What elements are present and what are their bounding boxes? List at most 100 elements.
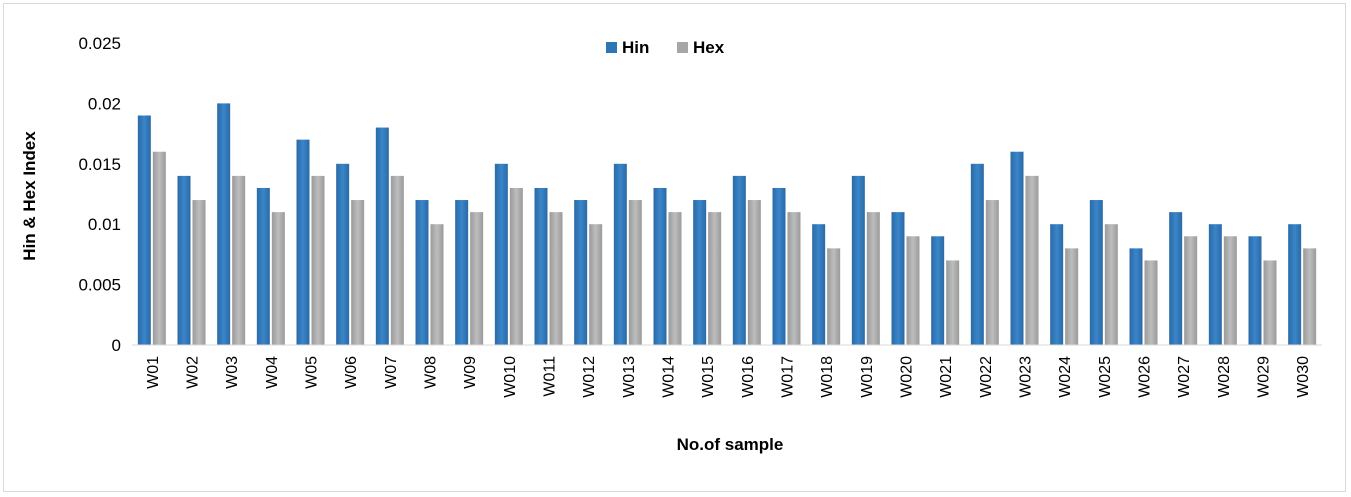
bar-hex-w012 <box>589 224 603 345</box>
y-tick-label: 0 <box>112 336 121 355</box>
bar-hex-w029 <box>1263 260 1277 345</box>
bar-hex-w017 <box>787 212 801 345</box>
x-axis-title: No.of sample <box>677 435 784 454</box>
bar-hex-w019 <box>866 212 880 345</box>
x-tick-label: W019 <box>859 356 876 398</box>
bars <box>137 103 1317 346</box>
bar-hex-w026 <box>1144 260 1158 345</box>
bar-hex-w020 <box>906 236 920 345</box>
x-tick-label: W02 <box>185 356 202 389</box>
bar-hin-w030 <box>1288 224 1302 345</box>
bar-hex-w027 <box>1184 236 1198 345</box>
bar-hin-w017 <box>772 187 786 345</box>
y-tick-label: 0.015 <box>78 155 121 174</box>
bar-hin-w012 <box>574 200 588 345</box>
bar-hin-w06 <box>336 163 350 345</box>
x-tick-label: W010 <box>502 356 519 398</box>
legend-swatch-hex <box>677 42 688 53</box>
y-tick-label: 0.005 <box>78 276 121 295</box>
bar-hin-w014 <box>653 187 667 345</box>
bar-hin-w05 <box>296 139 310 345</box>
bar-hin-w018 <box>812 224 826 345</box>
bar-hex-w015 <box>708 212 722 345</box>
x-tick-label: W06 <box>343 356 360 389</box>
bar-hin-w019 <box>851 175 865 345</box>
x-tick-label: W01 <box>145 356 162 389</box>
y-tick-label: 0.025 <box>78 34 121 53</box>
bar-hex-w030 <box>1303 248 1317 345</box>
x-tick-label: W024 <box>1057 356 1074 398</box>
x-tick-label: W029 <box>1256 356 1273 398</box>
bar-hin-w016 <box>732 175 746 345</box>
bar-hex-w02 <box>192 200 206 345</box>
bar-hin-w09 <box>455 200 469 345</box>
y-axis-ticks: 0 0.005 0.01 0.015 0.02 0.025 <box>78 34 121 355</box>
bar-hex-w011 <box>549 212 563 345</box>
x-tick-label: W04 <box>264 356 281 389</box>
bar-hin-w022 <box>970 163 984 345</box>
bar-chart: Hin Hex 0 0.005 0.01 0.015 0.02 0.025 W01 W02 W… <box>20 34 1322 454</box>
bar-hex-w014 <box>668 212 682 345</box>
bar-hex-w06 <box>351 200 365 345</box>
bar-hin-w01 <box>137 115 151 345</box>
bar-hex-w04 <box>271 212 285 345</box>
y-axis-title: Hin & Hex Index <box>20 131 39 261</box>
y-tick-label: 0.02 <box>88 94 121 113</box>
x-tick-label: W017 <box>780 356 797 398</box>
x-tick-label: W011 <box>542 356 559 397</box>
x-tick-label: W015 <box>700 356 717 398</box>
bar-hex-w05 <box>311 175 325 345</box>
chart-frame: Hin Hex 0 0.005 0.01 0.015 0.02 0.025 W01 W02 W… <box>3 3 1346 492</box>
x-tick-label: W012 <box>581 356 598 398</box>
bar-hin-w023 <box>1010 151 1024 345</box>
legend-swatch-hin <box>606 42 617 53</box>
x-tick-label: W030 <box>1295 356 1312 398</box>
bar-hex-w01 <box>152 151 166 345</box>
bar-hin-w020 <box>891 212 905 345</box>
bar-hex-w016 <box>747 200 761 345</box>
x-tick-label: W026 <box>1137 356 1154 398</box>
bar-hin-w010 <box>494 163 508 345</box>
bar-hin-w027 <box>1169 212 1183 345</box>
legend-label-hex: Hex <box>693 38 725 57</box>
bar-hex-w07 <box>390 175 404 345</box>
bar-hin-w07 <box>375 127 389 345</box>
x-tick-label: W03 <box>224 356 241 389</box>
x-tick-label: W027 <box>1176 356 1193 398</box>
bar-hin-w024 <box>1050 224 1064 345</box>
bar-hex-w025 <box>1104 224 1118 345</box>
x-tick-label: W08 <box>423 356 440 389</box>
bar-hin-w029 <box>1248 236 1262 345</box>
x-axis-ticks: W01 W02 W03 W04 W05 W06 W07 W08 W09 W010 W011 W012 W… <box>145 356 1312 398</box>
x-tick-label: W023 <box>1018 356 1035 398</box>
bar-hex-w03 <box>232 175 246 345</box>
x-tick-label: W013 <box>621 356 638 398</box>
bar-hin-w015 <box>693 200 707 345</box>
bar-hin-w03 <box>217 103 231 346</box>
legend: Hin Hex <box>606 38 725 57</box>
x-tick-label: W025 <box>1097 356 1114 398</box>
x-tick-label: W021 <box>938 356 955 398</box>
bar-hex-w013 <box>628 200 642 345</box>
bar-hex-w024 <box>1065 248 1079 345</box>
bar-hex-w022 <box>985 200 999 345</box>
bar-hex-w028 <box>1223 236 1237 345</box>
x-tick-label: W028 <box>1216 356 1233 398</box>
bar-hin-w025 <box>1089 200 1103 345</box>
legend-label-hin: Hin <box>622 38 649 57</box>
x-tick-label: W014 <box>661 356 678 398</box>
x-tick-label: W018 <box>819 356 836 398</box>
bar-hex-w021 <box>946 260 960 345</box>
y-tick-label: 0.01 <box>88 215 121 234</box>
bar-hin-w011 <box>534 187 548 345</box>
bar-hex-w023 <box>1025 175 1039 345</box>
bar-hin-w026 <box>1129 248 1143 345</box>
bar-hin-w028 <box>1208 224 1222 345</box>
x-tick-label: W016 <box>740 356 757 398</box>
bar-hex-w09 <box>470 212 484 345</box>
bar-hex-w08 <box>430 224 444 345</box>
bar-hin-w013 <box>613 163 627 345</box>
x-tick-label: W07 <box>383 356 400 389</box>
bar-hin-w02 <box>177 175 191 345</box>
x-tick-label: W05 <box>304 356 321 389</box>
